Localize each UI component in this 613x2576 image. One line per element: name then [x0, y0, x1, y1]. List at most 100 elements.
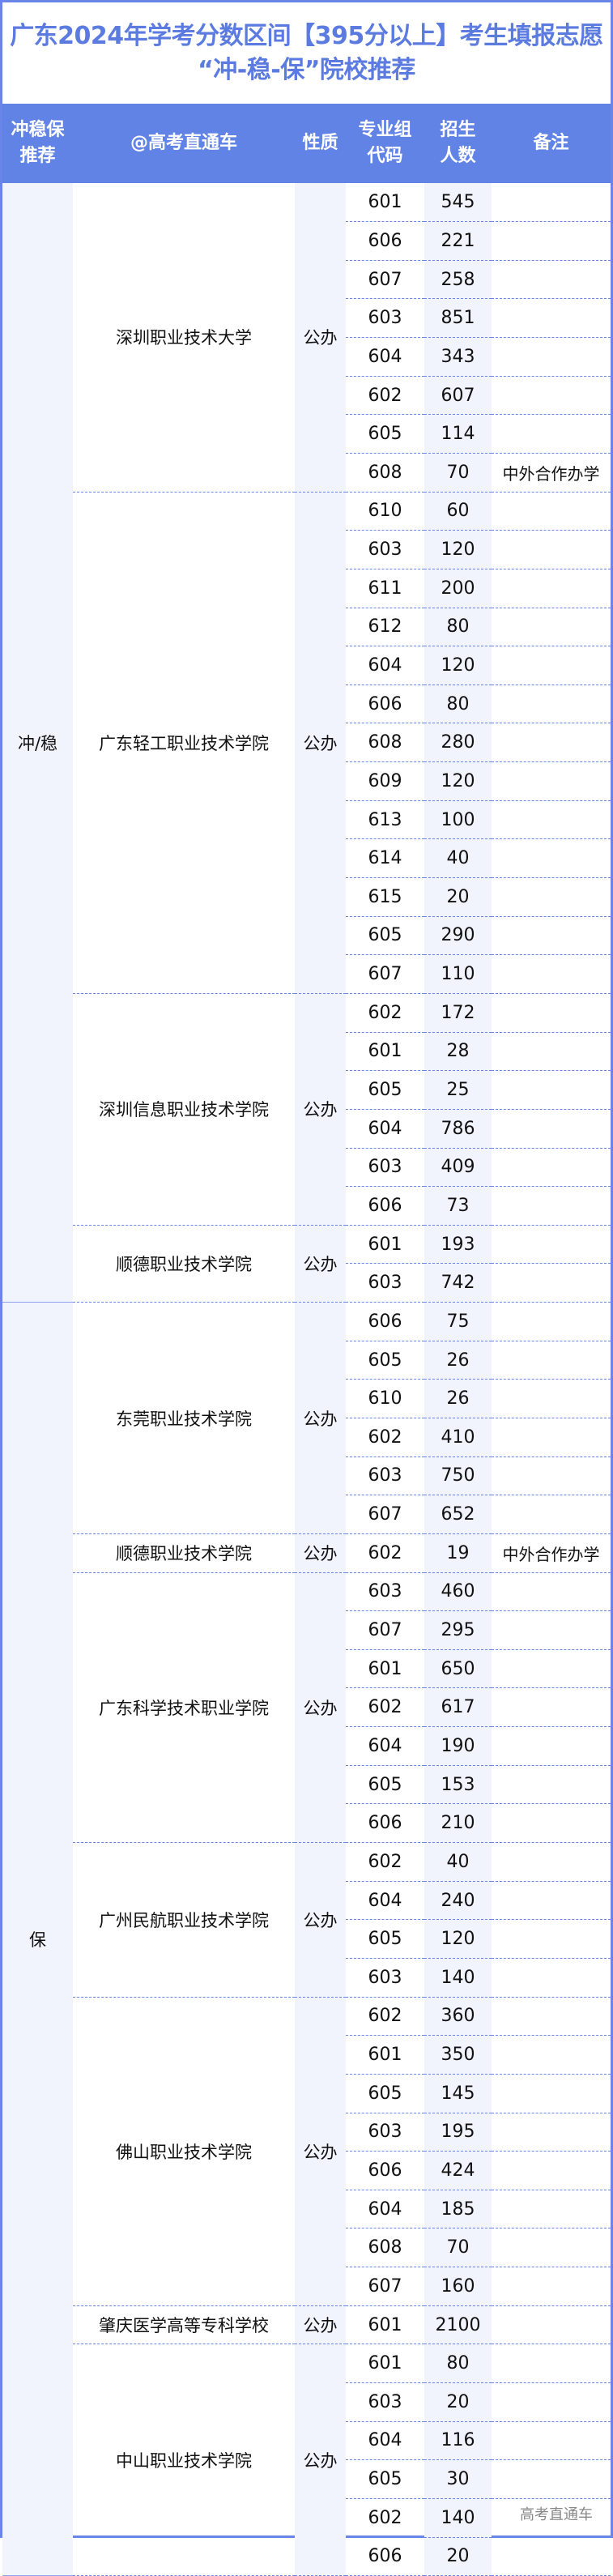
table-row: 609 120	[2, 761, 611, 801]
note	[492, 1765, 611, 1805]
table-row: 深圳信息职业技术学院 公办 602 172	[2, 993, 611, 1226]
note	[492, 1495, 611, 1534]
table-row: 606 210	[2, 1803, 611, 1844]
major-group-code: 606	[346, 221, 424, 261]
major-group-code: 602	[346, 376, 424, 416]
table-row: 605 114	[2, 414, 611, 454]
school-type: 公办	[295, 993, 346, 1226]
header-quota: 招生人数	[424, 104, 492, 183]
major-group-code: 605	[346, 916, 424, 956]
school-name: 肇庆医学高等专科学校	[73, 2305, 295, 2345]
major-group-code: 606	[346, 685, 424, 724]
table-row: 603 851	[2, 298, 611, 339]
enrollment-count: 343	[424, 337, 492, 377]
note	[492, 492, 611, 531]
table-row: 607 258	[2, 260, 611, 300]
school-name: 广东轻工职业技术学院	[73, 492, 295, 994]
note	[492, 2267, 611, 2306]
enrollment-count: 153	[424, 1765, 492, 1805]
note	[492, 183, 611, 223]
enrollment-count: 160	[424, 2267, 492, 2306]
enrollment-count: 410	[424, 1418, 492, 1457]
enrollment-count: 19	[424, 1533, 492, 1573]
note	[492, 530, 611, 569]
major-group-code: 605	[346, 1765, 424, 1805]
enrollment-count: 200	[424, 569, 492, 608]
enrollment-count: 26	[424, 1379, 492, 1418]
school-type: 公办	[295, 1997, 346, 2306]
footer-watermark: 高考直通车	[520, 2506, 593, 2523]
major-group-code: 612	[346, 608, 424, 647]
note	[492, 1456, 611, 1496]
note	[492, 1726, 611, 1766]
enrollment-count: 20	[424, 2537, 492, 2576]
major-group-code: 601	[346, 2305, 424, 2345]
note	[492, 1109, 611, 1149]
note	[492, 1687, 611, 1728]
note	[492, 2190, 611, 2229]
major-group-code: 601	[346, 1032, 424, 1072]
table-row: 顺德职业技术学院 公办 601 193	[2, 1225, 611, 1303]
enrollment-count: 360	[424, 1997, 492, 2036]
note	[492, 800, 611, 840]
note	[492, 2537, 611, 2576]
enrollment-count: 750	[424, 1456, 492, 1496]
table-row: 606 73	[2, 1186, 611, 1226]
major-group-code: 607	[346, 1495, 424, 1534]
title-line-2: “冲-稳-保”院校推荐	[198, 55, 415, 84]
major-group-code: 601	[346, 1649, 424, 1689]
header-code: 专业组代码	[346, 104, 424, 183]
enrollment-count: 185	[424, 2190, 492, 2229]
note	[492, 1070, 611, 1110]
enrollment-count: 652	[424, 1495, 492, 1534]
major-group-code: 603	[346, 1456, 424, 1496]
enrollment-count: 25	[424, 1070, 492, 1110]
enrollment-count: 120	[424, 761, 492, 801]
major-group-code: 603	[346, 530, 424, 569]
major-group-code: 606	[346, 2151, 424, 2190]
major-group-code: 604	[346, 2190, 424, 2229]
table-row: 606 80	[2, 685, 611, 724]
major-group-code: 602	[346, 2498, 424, 2538]
major-group-code: 607	[346, 954, 424, 994]
major-group-code: 610	[346, 1379, 424, 1418]
school-name: 广州民航职业技术学院	[73, 1842, 295, 1998]
enrollment-count: 26	[424, 1341, 492, 1380]
major-group-code: 608	[346, 453, 424, 493]
major-group-code: 605	[346, 1919, 424, 1959]
note	[492, 2459, 611, 2499]
school-name: 顺德职业技术学院	[73, 1533, 295, 1573]
table-row: 601 28	[2, 1032, 611, 1072]
school-name: 深圳信息职业技术学院	[73, 993, 295, 1226]
table-row: 603 742	[2, 1263, 611, 1303]
major-group-code: 604	[346, 2421, 424, 2461]
major-group-code: 606	[346, 1803, 424, 1844]
note	[492, 2151, 611, 2190]
major-group-code: 603	[346, 1148, 424, 1188]
enrollment-count: 409	[424, 1148, 492, 1188]
enrollment-count: 851	[424, 298, 492, 339]
note: 中外合作办学	[492, 453, 611, 493]
enrollment-count: 70	[424, 453, 492, 493]
enrollment-count: 240	[424, 1881, 492, 1921]
enrollment-count: 424	[424, 2151, 492, 2190]
enrollment-count: 742	[424, 1263, 492, 1303]
header-row: 冲稳保推荐 @高考直通车 性质 专业组代码 招生人数 备注	[2, 104, 611, 183]
major-group-code: 601	[346, 2344, 424, 2384]
table-row: 607 295	[2, 1610, 611, 1650]
table-row: 广州民航职业技术学院 公办 602 40	[2, 1842, 611, 1998]
header-note: 备注	[492, 104, 611, 183]
major-group-code: 607	[346, 1610, 424, 1650]
major-group-code: 605	[346, 1070, 424, 1110]
major-group-code: 602	[346, 993, 424, 1033]
note	[492, 337, 611, 377]
note	[492, 838, 611, 879]
table-row: 615 20	[2, 877, 611, 917]
table-row: 602 607	[2, 376, 611, 416]
table-row: 605 26	[2, 1341, 611, 1380]
table-row: 603 20	[2, 2382, 611, 2422]
table-row: 608 70	[2, 2228, 611, 2268]
enrollment-count: 210	[424, 1803, 492, 1844]
major-group-code: 603	[346, 2113, 424, 2152]
enrollment-count: 545	[424, 183, 492, 223]
